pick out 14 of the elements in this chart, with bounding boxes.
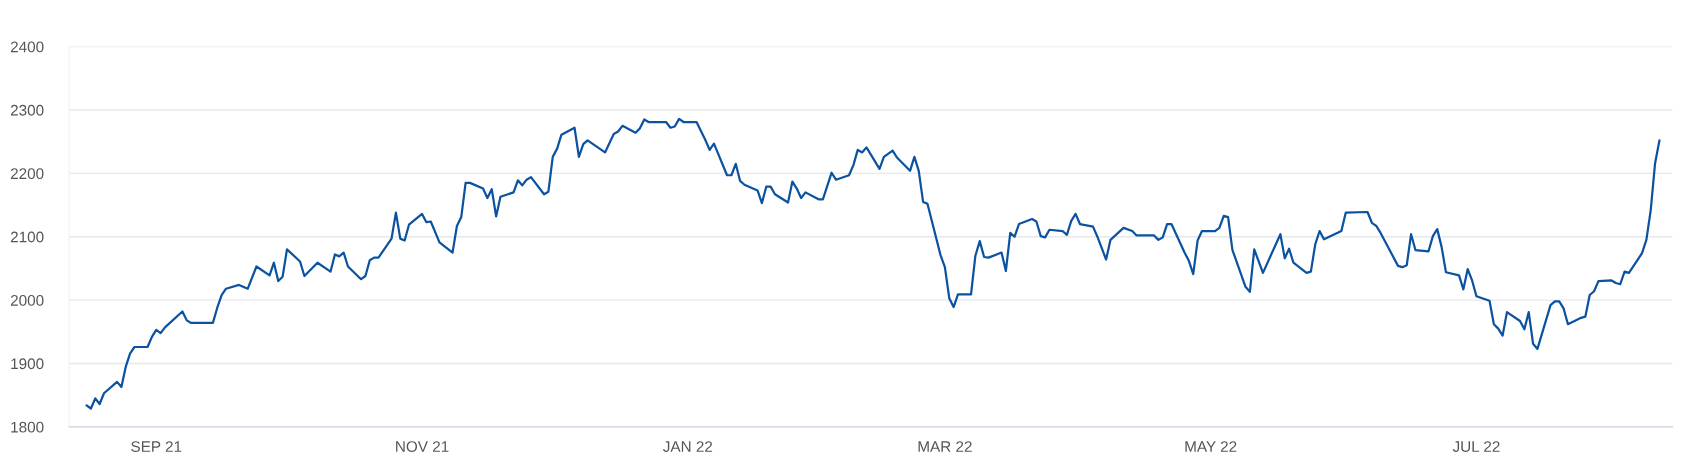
y-tick-label: 1900	[11, 358, 44, 370]
y-tick-label: 2200	[10, 168, 44, 180]
y-tick-label: 1800	[11, 421, 44, 433]
x-tick-label: JUL 22	[1452, 441, 1500, 452]
x-tick-label: MAR 22	[918, 441, 972, 452]
x-tick-label: SEP 21	[131, 441, 182, 452]
x-tick-label: JAN 22	[663, 441, 713, 452]
y-tick-label: 2400	[10, 41, 44, 53]
y-tick-label: 2000	[10, 294, 44, 306]
x-tick-label: MAY 22	[1185, 441, 1237, 452]
x-tick-label: NOV 21	[396, 441, 449, 452]
y-tick-label: 2300	[10, 104, 44, 116]
line-series	[85, 117, 1661, 410]
y-tick-label: 2100	[10, 231, 44, 243]
